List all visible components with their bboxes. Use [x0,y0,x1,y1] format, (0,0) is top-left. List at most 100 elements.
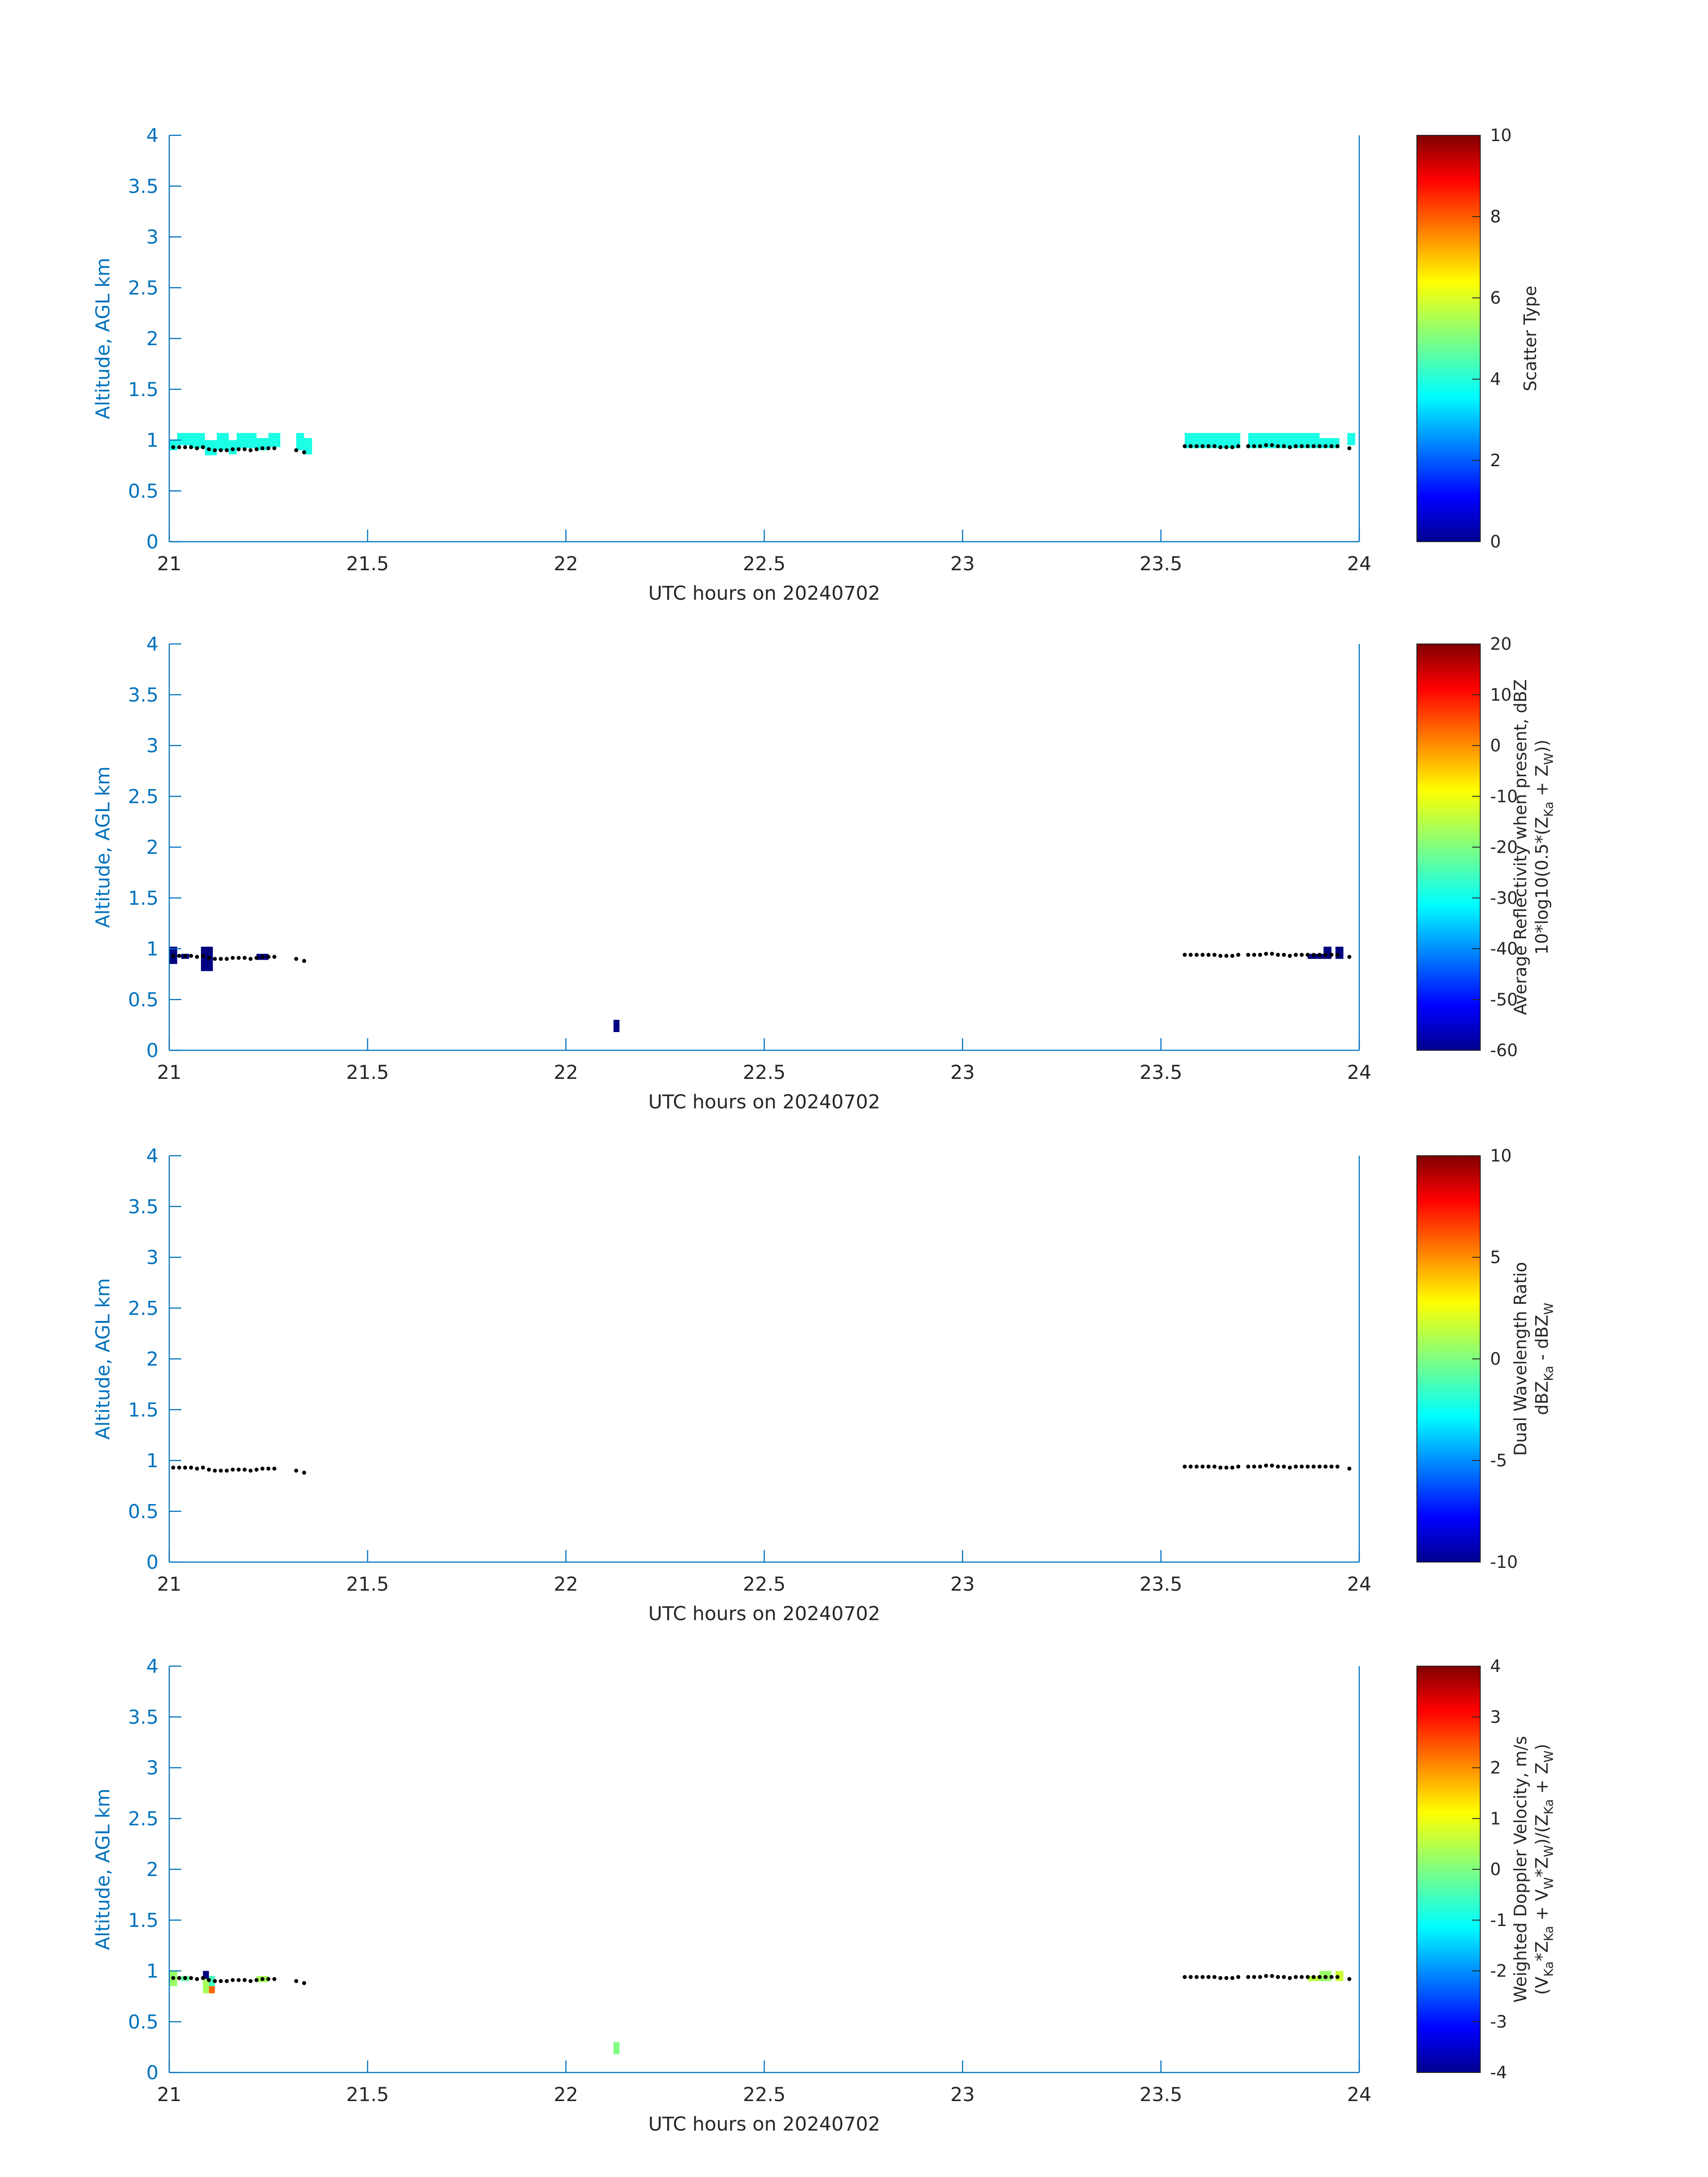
colorbar-label: Weighted Doppler Velocity, m/s [1511,1736,1530,2002]
cloud-base-dot [1335,444,1340,448]
cloud-base-dot [189,953,193,958]
cloud-base-dot [1347,955,1352,959]
cloud-base-dot [1206,1464,1211,1469]
cloud-base-dot [294,957,298,961]
cloud-base-dot [1258,953,1262,957]
x-tick-label: 22 [554,1573,578,1596]
cloud-base-dot [1294,953,1298,957]
cloud-base-dot [1323,953,1328,957]
cloud-base-dot [236,956,241,960]
cloud-base-dot [207,447,211,451]
cloud-base-dot [1258,444,1262,448]
heatmap-cell [169,440,177,451]
colorbar-tick-label: -10 [1490,1552,1518,1572]
colorbar-tick-label: -3 [1490,2012,1507,2031]
x-tick-label: 21.5 [346,1061,389,1084]
x-tick-label: 23.5 [1140,553,1182,575]
heatmap-cell [1307,953,1324,959]
y-tick-label: 0 [146,1551,159,1574]
cloud-base-dot [1299,953,1304,957]
y-axis-label: Altitude, AGL km [92,1278,114,1440]
colorbar-label: Dual Wavelength Ratio [1511,1262,1530,1456]
cloud-base-dot [1329,1464,1334,1469]
colorbar-tick-label: -1 [1490,1910,1507,1930]
cloud-base-dot [1317,1464,1322,1469]
cloud-base-dot [1212,444,1217,448]
colorbar-tick-label: -4 [1490,2063,1507,2082]
y-tick-label: 1 [146,1960,159,1983]
heatmap-cell [203,1979,209,1993]
heatmap-cell [177,433,189,445]
cloud-base-dot [1347,1977,1352,1981]
cloud-base-dot [201,953,205,958]
cloud-base-dot [302,450,306,455]
cloud-base-dot [1206,1975,1211,1979]
cloud-base-dot [201,1465,205,1470]
y-tick-label: 2.5 [128,1297,159,1320]
y-tick-label: 0.5 [128,989,159,1011]
cloud-base-dot [1206,444,1211,448]
cloud-base-dot [1230,953,1235,958]
colorbar: 0 2 4 6 8 10 Scatter Type [1416,125,1540,552]
cloud-base-dot [1200,444,1205,448]
cloud-base-dot [1264,443,1268,447]
cloud-base-dot [1188,1464,1193,1469]
cloud-base-dot [1306,1975,1310,1979]
x-tick-label: 23 [950,553,975,575]
cloud-base-dot [302,959,306,963]
cloud-base-dot [1188,444,1193,448]
cloud-base-dot [201,445,205,449]
colorbar-tick-label: -20 [1490,837,1518,857]
cloud-base-dot [1276,444,1280,448]
colorbar-tick-label: 0 [1490,532,1501,552]
heatmap-cell [296,433,305,451]
colorbar-tick-label: 0 [1490,1349,1501,1369]
cloud-base-dot [201,1976,205,1980]
colorbar-tick-label: -2 [1490,1961,1507,1981]
colorbar-tick-label: 0 [1490,736,1501,756]
colorbar-tick-label: 8 [1490,207,1501,226]
cloud-base-dot [272,446,276,451]
cloud-base-dot [1311,1464,1316,1469]
cloud-base-dot [1194,953,1199,957]
cloud-base-dot [1252,1464,1257,1469]
y-tick-label: 3 [146,1247,159,1269]
cloud-base-dot [189,1465,193,1470]
cloud-base-dot [1288,953,1292,958]
y-tick-label: 0.5 [128,1500,159,1523]
colorbar-tick-label: 0 [1490,1859,1501,1879]
cloud-base-dot [189,445,193,449]
cloud-base-dot [260,955,265,959]
x-axis-label: UTC hours on 20240702 [648,1091,881,1113]
cloud-base-dot [1264,1463,1268,1468]
cloud-base-dot [1306,444,1310,448]
cloud-base-dot [260,446,265,451]
heatmap-cell [237,433,257,448]
cloud-base-dot [1294,1975,1298,1979]
y-tick-label: 3 [146,1757,159,1780]
cloud-base-dot [195,1467,199,1471]
colorbar: -60 -50 -40 -30 -20 -10 0 10 20 Average Reflectiv… [1416,634,1556,1060]
heatmap-cells [169,1971,1344,2055]
cloud-base-dot [248,957,253,961]
cloud-base-dot [242,447,247,451]
cloud-base-dot [1246,444,1250,448]
cloud-base-dot [1282,444,1286,448]
cloud-base-dot [1264,952,1268,956]
cloud-base-dot [260,1977,265,1981]
colorbar-gradient [1416,135,1481,542]
y-tick-label: 4 [146,633,159,656]
cloud-base-dot [1182,1464,1187,1469]
x-tick-label: 24 [1347,1573,1372,1596]
x-tick-label: 21.5 [346,553,389,575]
cloud-base-dot [1194,1464,1199,1469]
cloud-base-dot [213,1979,217,1983]
y-tick-label: 2 [146,328,159,350]
cloud-base-dot [1200,1464,1205,1469]
y-tick-label: 0 [146,531,159,553]
y-tick-label: 2 [146,1348,159,1371]
y-tick-label: 1 [146,430,159,452]
cloud-base-dot [1218,1465,1223,1470]
y-tick-label: 2.5 [128,1808,159,1830]
